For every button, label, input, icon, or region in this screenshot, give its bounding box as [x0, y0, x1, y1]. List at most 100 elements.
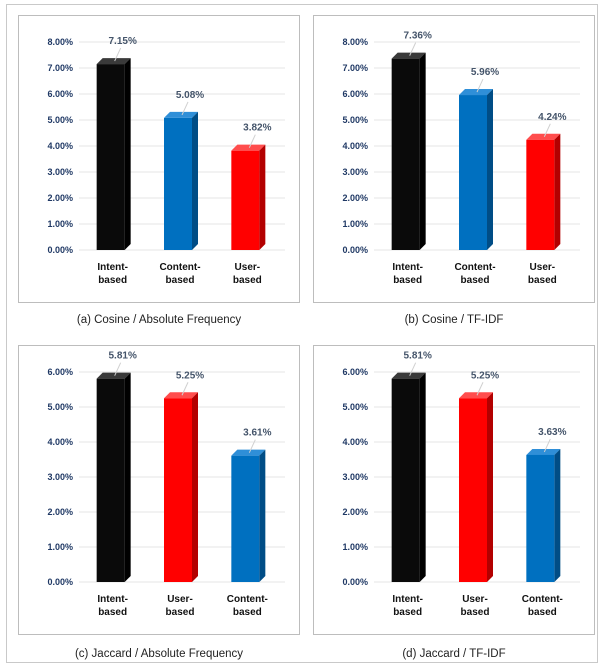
bar-side	[259, 144, 266, 250]
label-leader	[543, 438, 551, 453]
y-tick-label: 2.00%	[342, 507, 368, 517]
figure-frame	[6, 4, 598, 663]
data-label: 3.82%	[243, 123, 271, 134]
bar-top	[391, 52, 426, 59]
y-tick-label: 4.00%	[342, 437, 368, 447]
bar-side	[124, 372, 131, 582]
bar-top	[96, 58, 131, 65]
y-tick-label: 8.00%	[342, 37, 368, 47]
y-tick-label: 3.00%	[47, 472, 73, 482]
data-label: 7.36%	[403, 31, 431, 42]
data-label: 3.63%	[538, 427, 566, 438]
data-label: 5.81%	[108, 351, 136, 362]
chart-b-svg: 0.00% 1.00% 2.00% 3.00% 4.00% 5.00% 6.00% 7.00%…	[342, 31, 580, 286]
bar-top	[459, 392, 493, 399]
bar-top	[164, 392, 198, 399]
bar-side	[554, 448, 561, 582]
chart-panel-a: 0.00% 1.00% 2.00% 3.00% 4.00% 5.00% 6.00% 7.00%…	[18, 15, 300, 303]
label-leader	[114, 47, 122, 62]
y-tick-label: 0.00%	[342, 577, 368, 587]
bar	[459, 95, 487, 250]
bar-top	[231, 144, 266, 151]
category-label: Intent-based	[97, 262, 128, 286]
bar	[459, 398, 487, 582]
category-label: User-based	[461, 594, 490, 618]
bar-top	[164, 111, 198, 118]
y-tick-label: 4.00%	[47, 141, 73, 151]
category-label: Content-based	[522, 594, 563, 618]
y-tick-label: 2.00%	[47, 507, 73, 517]
y-tick-label: 5.00%	[342, 115, 368, 125]
label-leader	[181, 101, 189, 116]
y-tick-label: 8.00%	[47, 37, 73, 47]
data-label: 7.15%	[108, 36, 136, 47]
bar-top	[459, 89, 493, 96]
chart-c-svg: 0.00% 1.00% 2.00% 3.00% 4.00% 5.00% 6.00% 5.81%…	[47, 351, 285, 618]
y-tick-label: 5.00%	[47, 402, 73, 412]
bar-side	[554, 133, 561, 250]
category-label: User-based	[233, 262, 262, 286]
category-label: User-based	[166, 594, 195, 618]
bar-top	[526, 448, 561, 455]
bar-side	[419, 52, 426, 250]
bar	[96, 64, 125, 250]
bar-side	[124, 58, 131, 250]
y-tick-label: 0.00%	[47, 577, 73, 587]
bar	[526, 454, 555, 582]
y-tick-label: 0.00%	[47, 245, 73, 255]
bar	[164, 117, 192, 250]
label-leader	[409, 42, 417, 56]
chart-panel-c: 0.00% 1.00% 2.00% 3.00% 4.00% 5.00% 6.00% 5.81%…	[18, 345, 300, 635]
bar	[391, 58, 420, 250]
y-tick-label: 5.00%	[342, 402, 368, 412]
y-tick-label: 1.00%	[47, 219, 73, 229]
bar-side	[487, 89, 493, 250]
data-label: 4.24%	[538, 112, 566, 123]
y-tick-label: 6.00%	[342, 89, 368, 99]
bar	[231, 150, 260, 250]
y-tick-label: 7.00%	[342, 63, 368, 73]
chart-panel-d: 0.00% 1.00% 2.00% 3.00% 4.00% 5.00% 6.00% 5.81%…	[313, 345, 595, 635]
label-leader	[409, 362, 417, 376]
data-label: 5.25%	[471, 370, 499, 381]
data-label: 5.25%	[176, 370, 204, 381]
y-tick-label: 5.00%	[47, 115, 73, 125]
data-label: 3.61%	[243, 428, 271, 439]
y-tick-label: 7.00%	[47, 63, 73, 73]
data-label: 5.08%	[176, 90, 204, 101]
chart-c-caption: (c) Jaccard / Absolute Frequency	[74, 648, 244, 660]
y-tick-label: 3.00%	[342, 167, 368, 177]
chart-a-svg: 0.00% 1.00% 2.00% 3.00% 4.00% 5.00% 6.00% 7.00%…	[47, 36, 285, 286]
y-tick-label: 4.00%	[342, 141, 368, 151]
chart-b-caption: (b) Cosine / TF-IDF	[404, 314, 504, 326]
label-leader	[476, 78, 484, 93]
bar-top	[96, 372, 131, 379]
chart-a-caption: (a) Cosine / Absolute Frequency	[76, 314, 242, 326]
y-tick-label: 6.00%	[342, 367, 368, 377]
y-tick-label: 1.00%	[47, 542, 73, 552]
y-tick-label: 0.00%	[342, 245, 368, 255]
bar-side	[192, 392, 198, 582]
y-tick-label: 3.00%	[342, 472, 368, 482]
category-label: Content-based	[454, 262, 495, 286]
y-tick-label: 3.00%	[47, 167, 73, 177]
bar	[164, 398, 192, 582]
label-leader	[181, 382, 189, 396]
bar-side	[487, 392, 493, 582]
y-tick-label: 1.00%	[342, 219, 368, 229]
bar-top	[391, 372, 426, 379]
data-label: 5.81%	[403, 351, 431, 362]
label-leader	[248, 439, 256, 453]
category-label: Content-based	[227, 594, 268, 618]
chart-panel-b: 0.00% 1.00% 2.00% 3.00% 4.00% 5.00% 6.00% 7.00%…	[313, 15, 595, 303]
label-leader	[248, 134, 256, 148]
label-leader	[543, 123, 551, 137]
chart-d-caption: (d) Jaccard / TF-IDF	[402, 648, 506, 660]
label-leader	[476, 382, 484, 396]
bar	[391, 378, 420, 582]
bar-side	[192, 111, 198, 250]
category-label: Content-based	[159, 262, 200, 286]
category-label: Intent-based	[97, 594, 128, 618]
bar	[96, 378, 125, 582]
category-label: Intent-based	[392, 594, 423, 618]
